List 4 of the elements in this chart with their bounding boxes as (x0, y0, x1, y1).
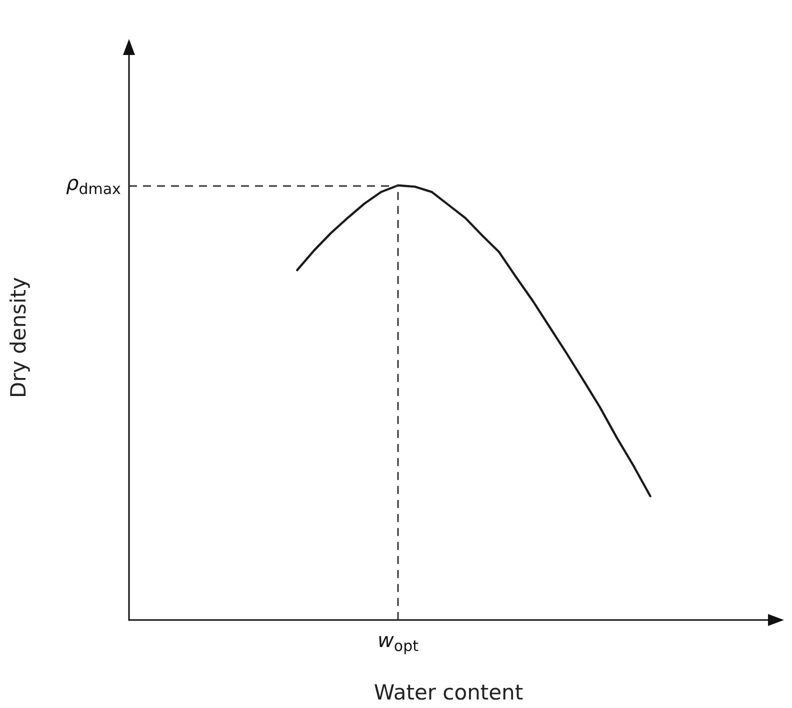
text: w$_{opt}$ (378, 628, 418, 655)
x-axis-title: Water content (374, 680, 524, 704)
y-axis-title: Dry density (6, 277, 30, 398)
ref-line-label: ρ$_{dmax}$ (66, 171, 121, 198)
